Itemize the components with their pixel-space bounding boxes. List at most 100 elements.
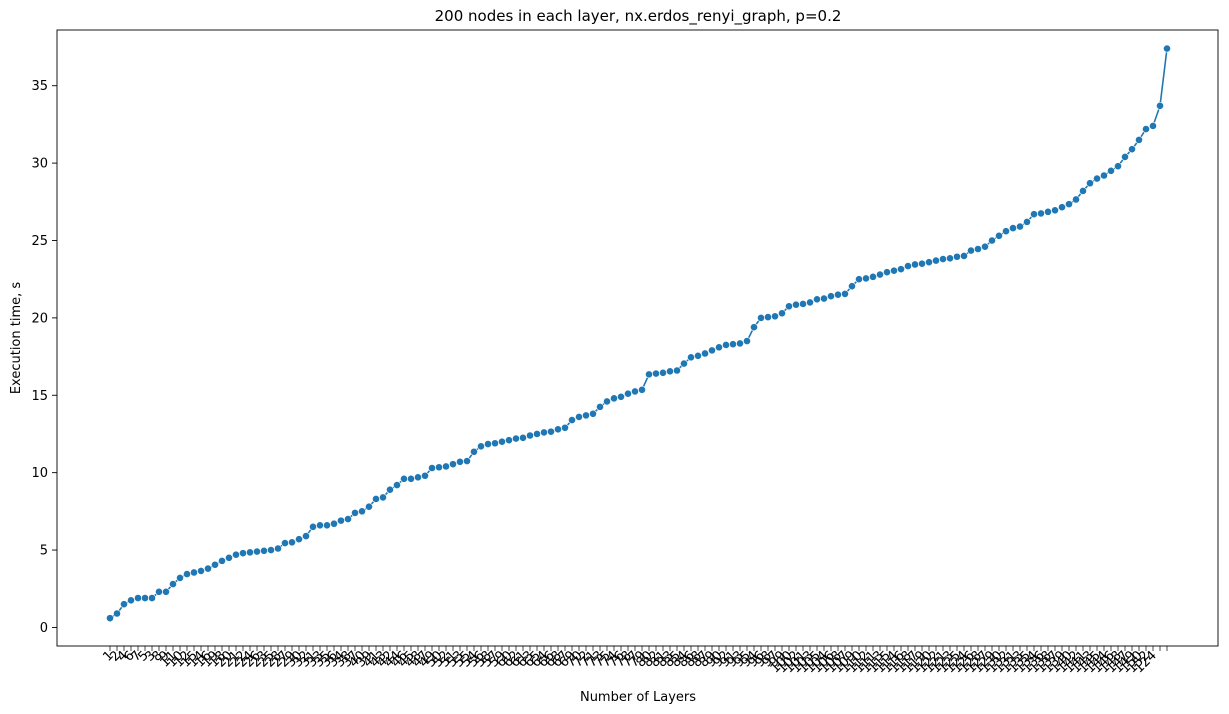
data-point (512, 434, 520, 443)
data-point (834, 290, 842, 299)
data-point (526, 431, 534, 440)
data-point (897, 265, 905, 274)
data-point (1037, 209, 1045, 218)
data-point (708, 346, 716, 355)
data-point (274, 544, 282, 553)
data-point (981, 242, 989, 251)
data-point (295, 535, 303, 544)
data-point (1065, 200, 1073, 209)
data-point (617, 392, 625, 401)
data-point (624, 389, 632, 398)
data-point (820, 294, 828, 303)
data-point (169, 580, 177, 588)
data-point (946, 254, 954, 263)
plot-area-frame (56, 29, 1219, 647)
series-points (106, 44, 1171, 623)
data-point (449, 460, 457, 469)
data-point (1100, 171, 1108, 180)
data-point (337, 516, 345, 525)
data-point (848, 282, 856, 291)
data-point (750, 323, 758, 332)
data-point (260, 546, 268, 555)
y-tick-label: 20 (31, 311, 48, 326)
data-point (967, 246, 975, 255)
data-point (197, 567, 205, 575)
data-point (239, 549, 247, 558)
data-point (106, 614, 114, 623)
data-point (1044, 207, 1052, 216)
data-point (918, 259, 926, 268)
data-point (176, 574, 184, 582)
data-point (736, 339, 744, 348)
data-point (1058, 203, 1066, 212)
data-point (127, 596, 135, 605)
data-point (1051, 206, 1059, 215)
data-point (554, 425, 562, 434)
data-point (253, 547, 261, 556)
data-point (974, 245, 982, 253)
data-point (687, 353, 695, 362)
data-point (232, 550, 240, 559)
y-tick-label: 0 (40, 621, 48, 636)
data-point (1121, 153, 1129, 161)
data-point (743, 337, 751, 345)
data-point (1114, 162, 1122, 171)
data-point (582, 411, 590, 420)
data-point (498, 437, 506, 446)
data-point (988, 236, 996, 245)
data-point (302, 532, 310, 541)
data-point (806, 298, 814, 307)
data-point (1072, 195, 1080, 204)
data-point (939, 255, 947, 263)
data-point (148, 594, 156, 602)
data-point (1030, 210, 1038, 219)
data-point (1009, 224, 1017, 233)
data-point (855, 275, 863, 284)
data-point (547, 427, 555, 436)
data-point (505, 436, 513, 445)
data-point (386, 485, 394, 494)
y-axis-title: Execution time, s (9, 282, 24, 395)
data-point (652, 369, 660, 378)
data-point (1163, 44, 1171, 53)
data-point (120, 600, 128, 609)
data-point (890, 266, 898, 275)
y-tick-label: 15 (31, 389, 48, 404)
data-point (1149, 122, 1157, 130)
data-point (953, 252, 961, 261)
data-point (309, 522, 317, 531)
data-point (610, 394, 618, 403)
data-point (764, 313, 772, 322)
data-point (400, 474, 408, 483)
data-point (330, 519, 338, 528)
data-point (351, 508, 359, 517)
data-point (470, 447, 478, 456)
data-point (589, 409, 597, 418)
data-point (225, 553, 233, 562)
data-point (421, 471, 429, 480)
data-point (869, 272, 877, 281)
chart-title: 200 nodes in each layer, nx.erdos_renyi_… (435, 7, 842, 26)
data-point (358, 507, 366, 516)
data-point (883, 268, 891, 277)
y-axis: 0 5 10 15 20 25 30 35 (31, 79, 57, 636)
data-point (932, 256, 940, 265)
data-point (1093, 174, 1101, 183)
data-point (442, 462, 450, 471)
data-point (484, 440, 492, 448)
data-point (680, 359, 688, 368)
data-point (379, 493, 387, 502)
data-point (561, 423, 569, 432)
data-point (694, 351, 702, 360)
data-point (393, 481, 401, 489)
data-point (414, 473, 422, 482)
data-point (729, 340, 737, 349)
data-point (792, 300, 800, 309)
data-point (841, 289, 849, 298)
data-point (603, 397, 611, 406)
data-point (1135, 135, 1143, 144)
data-point (491, 439, 499, 448)
data-point (722, 341, 730, 349)
data-point (813, 295, 821, 304)
series-line (109, 48, 1168, 619)
